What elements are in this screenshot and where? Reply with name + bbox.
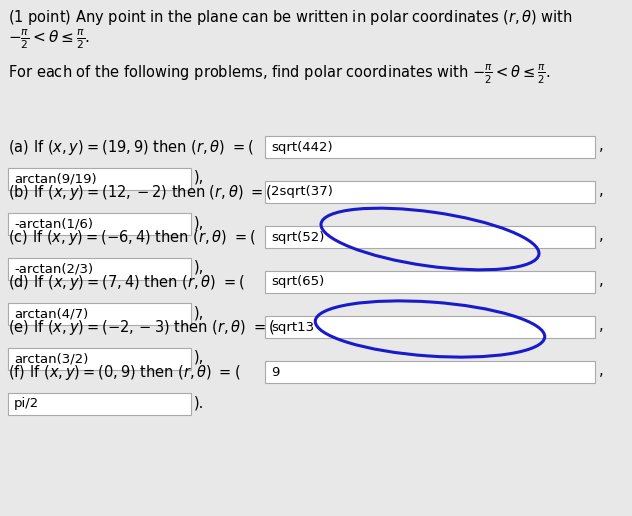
Text: ),: ), — [194, 170, 204, 185]
Text: For each of the following problems, find polar coordinates with $-\frac{\pi}{2} : For each of the following problems, find… — [8, 63, 551, 86]
Text: ),: ), — [194, 305, 204, 320]
FancyBboxPatch shape — [8, 258, 191, 280]
Text: ).: ). — [194, 395, 204, 410]
Text: ,: , — [599, 228, 604, 243]
Text: 9: 9 — [271, 365, 279, 379]
Text: ,: , — [599, 183, 604, 198]
FancyBboxPatch shape — [8, 213, 191, 235]
FancyBboxPatch shape — [8, 393, 191, 415]
Text: pi/2: pi/2 — [14, 397, 39, 411]
Text: (c) If $(x, y) = (-6, 4)$ then $(r, \theta)$ $=$(: (c) If $(x, y) = (-6, 4)$ then $(r, \the… — [8, 228, 256, 247]
FancyBboxPatch shape — [8, 303, 191, 325]
FancyBboxPatch shape — [265, 226, 595, 248]
Text: arctan(9/19): arctan(9/19) — [14, 172, 97, 185]
Text: ,: , — [599, 363, 604, 378]
Text: arctan(3/2): arctan(3/2) — [14, 352, 88, 365]
Text: (d) If $(x, y) = (7, 4)$ then $(r, \theta)$ $=$(: (d) If $(x, y) = (7, 4)$ then $(r, \thet… — [8, 273, 245, 292]
Text: sqrt(52): sqrt(52) — [271, 231, 324, 244]
Text: -arctan(2/3): -arctan(2/3) — [14, 263, 93, 276]
Text: arctan(4/7): arctan(4/7) — [14, 308, 88, 320]
Text: (e) If $(x, y) = (-2, -3)$ then $(r, \theta)$ $=$(: (e) If $(x, y) = (-2, -3)$ then $(r, \th… — [8, 318, 275, 337]
Text: sqrt(442): sqrt(442) — [271, 140, 332, 153]
Text: -arctan(1/6): -arctan(1/6) — [14, 218, 93, 231]
FancyBboxPatch shape — [8, 168, 191, 190]
Text: ,: , — [599, 318, 604, 333]
Text: ),: ), — [194, 260, 204, 275]
Text: $-\frac{\pi}{2} < \theta \leq \frac{\pi}{2}$.: $-\frac{\pi}{2} < \theta \leq \frac{\pi}… — [8, 28, 90, 52]
Text: 2sqrt(37): 2sqrt(37) — [271, 185, 333, 199]
FancyBboxPatch shape — [265, 316, 595, 338]
Text: sqrt(65): sqrt(65) — [271, 276, 324, 288]
Text: sqrt13: sqrt13 — [271, 320, 314, 333]
Text: (f) If $(x, y) = (0, 9)$ then $(r, \theta)$ $=$(: (f) If $(x, y) = (0, 9)$ then $(r, \thet… — [8, 363, 241, 382]
Text: ,: , — [599, 138, 604, 153]
Text: (a) If $(x, y) = (19, 9)$ then $(r, \theta)$ $=$(: (a) If $(x, y) = (19, 9)$ then $(r, \the… — [8, 138, 253, 157]
Text: (1 point) Any point in the plane can be written in polar coordinates $(r, \theta: (1 point) Any point in the plane can be … — [8, 8, 573, 27]
Text: ),: ), — [194, 215, 204, 230]
FancyBboxPatch shape — [265, 271, 595, 293]
FancyBboxPatch shape — [265, 361, 595, 383]
FancyBboxPatch shape — [265, 181, 595, 203]
FancyBboxPatch shape — [8, 348, 191, 370]
Text: ,: , — [599, 273, 604, 288]
Text: ),: ), — [194, 350, 204, 365]
Text: (b) If $(x, y) = (12, -2)$ then $(r, \theta)$ $=$(: (b) If $(x, y) = (12, -2)$ then $(r, \th… — [8, 183, 272, 202]
FancyBboxPatch shape — [265, 136, 595, 158]
